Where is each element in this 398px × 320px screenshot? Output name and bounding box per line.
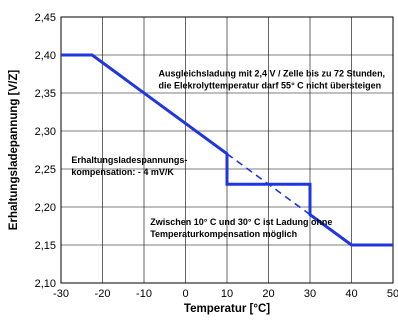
y-tick-label: 2,45 bbox=[35, 12, 56, 24]
x-tick-label: 30 bbox=[304, 288, 316, 300]
y-tick-label: 2,30 bbox=[35, 126, 56, 138]
plot-frame bbox=[60, 16, 394, 284]
annotation-line: Zwischen 10° C und 30° C ist Ladung ohne bbox=[150, 217, 332, 227]
x-tick-label: 20 bbox=[262, 288, 274, 300]
y-tick-label: 2,25 bbox=[35, 164, 56, 176]
x-tick-label: -10 bbox=[136, 288, 152, 300]
annotation-line: Erhaltungsladespannungs- bbox=[71, 155, 187, 165]
x-tick-label: 50 bbox=[387, 288, 398, 300]
annotation-line: kompensation: - 4 mV/K bbox=[71, 167, 174, 177]
annotation-line: Ausgleichsladung mit 2,4 V / Zelle bis z… bbox=[159, 68, 386, 78]
y-axis-title: Erhaltungsladepannung [V/Z] bbox=[8, 70, 20, 231]
grid bbox=[60, 16, 394, 284]
annotation-line: die Elekrolyttemperatur darf 55° C nicht… bbox=[159, 80, 382, 90]
y-tick-label: 2,40 bbox=[35, 50, 56, 62]
y-tick-label: 2,10 bbox=[35, 278, 56, 290]
y-tick-label: 2,35 bbox=[35, 88, 56, 100]
annotation-line: Temperaturkompensation möglich bbox=[150, 229, 297, 239]
x-tick-label: 10 bbox=[221, 288, 233, 300]
x-tick-label: 40 bbox=[345, 288, 357, 300]
series-layer bbox=[61, 53, 393, 247]
x-tick-labels: -30 -20 -10 0 10 20 30 40 50 bbox=[53, 288, 398, 300]
x-tick-label: 0 bbox=[182, 288, 188, 300]
annotations: Ausgleichsladung mit 2,4 V / Zelle bis z… bbox=[71, 68, 385, 239]
x-axis-title: Temperatur [°C] bbox=[184, 303, 270, 315]
y-tick-label: 2,20 bbox=[35, 202, 56, 214]
y-tick-label: 2,15 bbox=[35, 240, 56, 252]
y-tick-labels: 2,10 2,15 2,20 2,25 2,30 2,35 2,40 2,45 bbox=[35, 12, 56, 290]
series-line-dashed bbox=[226, 153, 311, 216]
x-tick-label: -20 bbox=[95, 288, 111, 300]
x-tick-label: -30 bbox=[53, 288, 69, 300]
